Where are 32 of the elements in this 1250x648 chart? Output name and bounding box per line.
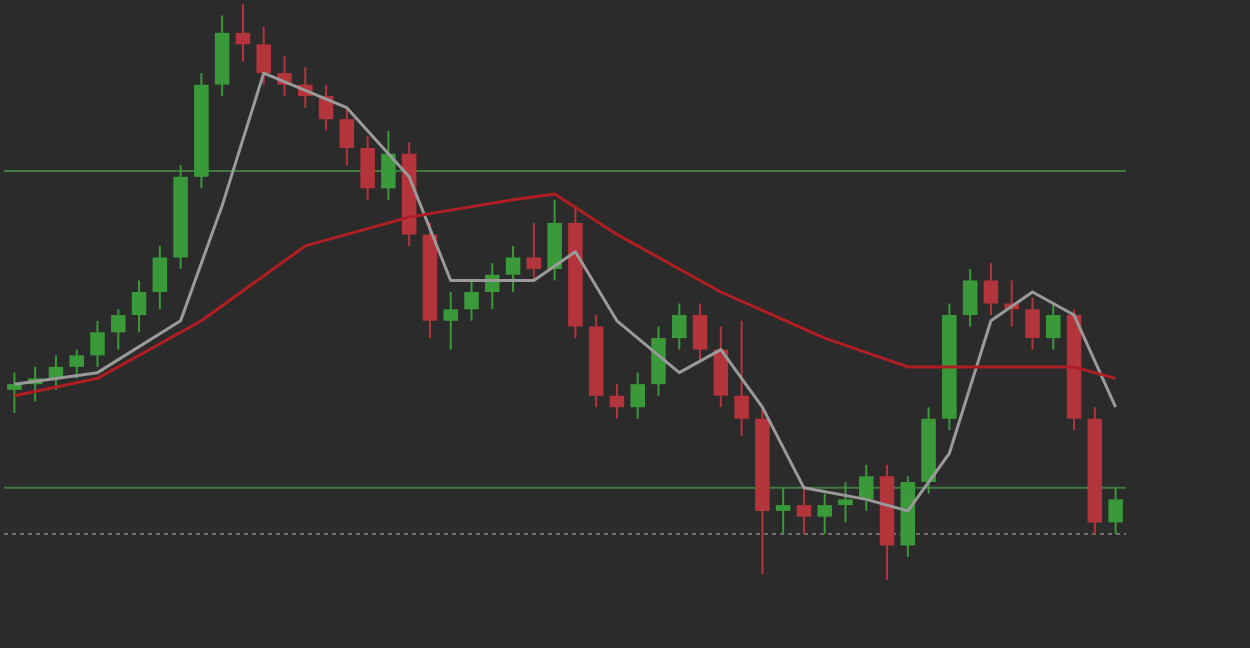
candlestick bbox=[443, 291, 458, 351]
candlestick bbox=[235, 3, 251, 63]
candlestick bbox=[505, 244, 521, 293]
candlestick bbox=[609, 383, 625, 420]
candlestick bbox=[7, 371, 22, 414]
candlestick bbox=[630, 371, 645, 420]
candlestick bbox=[734, 319, 749, 437]
candlestick bbox=[111, 308, 126, 351]
candlestick bbox=[1025, 296, 1040, 351]
candlestick bbox=[672, 302, 687, 351]
candlestick bbox=[69, 348, 84, 380]
candlestick bbox=[859, 463, 874, 512]
candlestick bbox=[90, 319, 105, 368]
candlestick bbox=[131, 279, 147, 334]
candlestick bbox=[256, 26, 271, 86]
candlestick bbox=[464, 279, 479, 322]
candlestick bbox=[381, 129, 396, 201]
candlestick bbox=[1046, 302, 1061, 351]
candlestick bbox=[796, 486, 812, 535]
candlestick bbox=[962, 267, 978, 328]
candlestick bbox=[1108, 486, 1123, 535]
candlestick bbox=[360, 135, 375, 201]
candlestick bbox=[547, 198, 562, 282]
candlestick bbox=[817, 492, 832, 535]
candlestick bbox=[838, 481, 853, 524]
candlestick bbox=[651, 325, 666, 397]
candlestick bbox=[152, 244, 168, 311]
candlestick bbox=[526, 221, 542, 282]
candlestick bbox=[983, 262, 999, 317]
candlestick bbox=[692, 302, 708, 363]
candlestick bbox=[339, 106, 355, 167]
candlestick bbox=[775, 486, 791, 535]
